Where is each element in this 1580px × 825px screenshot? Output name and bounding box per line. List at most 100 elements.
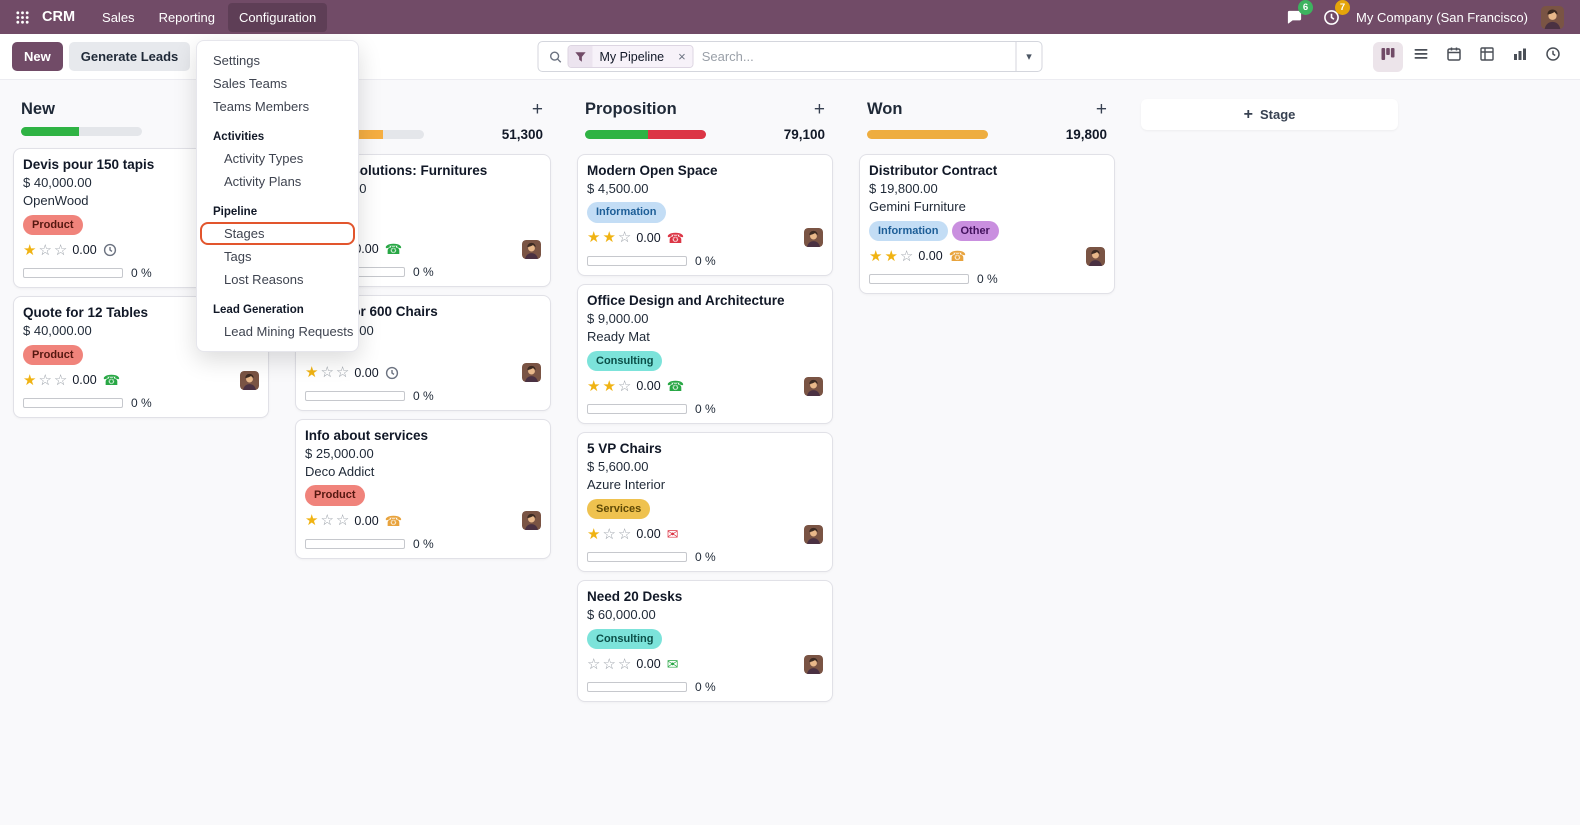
column-progressbar[interactable]	[585, 130, 706, 139]
kanban-card[interactable]: 5 VP Chairs $ 5,600.00 Azure Interior Servi…	[577, 432, 833, 573]
clock-activity-icon[interactable]	[385, 366, 399, 380]
kanban-card[interactable]: Info about services $ 25,000.00 Deco Addic…	[295, 418, 551, 559]
search-input[interactable]	[693, 49, 1016, 64]
star-empty-icon[interactable]: ☆	[617, 655, 632, 673]
card-amount: $ 4,500.00	[587, 181, 649, 197]
card-footer-row: ★ ★ ☆ 0.00 ☎	[587, 228, 823, 248]
card-footer-row: ☆ ☆ ☆ 0.00 ✉	[587, 654, 823, 674]
column-header: Won +	[859, 97, 1115, 121]
card-progress-percent: 0 %	[695, 253, 716, 268]
menu-item-teams-members[interactable]: Teams Members	[213, 99, 310, 114]
navbar-menus: Sales Reporting Configuration	[91, 2, 328, 32]
navbar-menu-configuration[interactable]: Configuration	[227, 2, 328, 32]
star-filled-icon[interactable]: ★	[23, 241, 37, 259]
menu-item-settings[interactable]: Settings	[213, 53, 260, 68]
search-dropdown-caret-icon[interactable]: ▾	[1015, 42, 1042, 71]
add-record-plus-icon[interactable]: +	[1095, 98, 1107, 120]
apps-grid-icon[interactable]	[8, 3, 36, 31]
kanban-card[interactable]: Need 20 Desks $ 60,000.00 Consulting ☆ ☆ ☆ 0.0…	[577, 580, 833, 702]
user-avatar[interactable]	[1541, 5, 1564, 29]
star-empty-icon[interactable]: ☆	[602, 655, 616, 673]
star-empty-icon[interactable]: ☆	[38, 241, 52, 259]
app-brand[interactable]: CRM	[42, 9, 76, 25]
star-empty-icon[interactable]: ☆	[335, 364, 350, 382]
star-filled-icon[interactable]: ★	[869, 247, 883, 265]
envelope-activity-icon[interactable]: ✉	[666, 656, 679, 672]
star-filled-icon[interactable]: ★	[587, 377, 601, 395]
view-activity-button[interactable]	[1538, 42, 1568, 72]
add-record-plus-icon[interactable]: +	[531, 98, 543, 120]
star-filled-icon[interactable]: ★	[884, 247, 898, 265]
menu-item-lost-reasons[interactable]: Lost Reasons	[224, 272, 304, 287]
view-list-button[interactable]	[1406, 42, 1436, 72]
menu-item-lead-mining-requests[interactable]: Lead Mining Requests	[224, 324, 354, 339]
company-name[interactable]: My Company (San Francisco)	[1356, 9, 1528, 25]
star-empty-icon[interactable]: ☆	[320, 364, 334, 382]
kanban-card[interactable]: Modern Open Space $ 4,500.00 Information ★ ★…	[577, 154, 833, 276]
facet-remove-icon[interactable]: ×	[671, 46, 693, 67]
menu-item-stages[interactable]: Stages	[200, 222, 355, 245]
navbar-menu-reporting[interactable]: Reporting	[158, 9, 215, 25]
phone-activity-icon[interactable]: ☎	[666, 229, 685, 246]
kanban-card[interactable]: Distributor Contract $ 19,800.00 Gemini Fu…	[859, 154, 1115, 295]
column-progressbar[interactable]	[21, 127, 142, 136]
card-progressbar	[305, 538, 405, 549]
add-record-plus-icon[interactable]: +	[813, 98, 825, 120]
star-filled-icon[interactable]: ★	[305, 512, 319, 530]
phone-activity-icon[interactable]: ☎	[102, 372, 121, 388]
messages-button[interactable]: 6	[1282, 0, 1314, 29]
star-filled-icon[interactable]: ★	[587, 525, 601, 543]
card-progressbar	[587, 682, 687, 692]
menu-item-sales-teams[interactable]: Sales Teams	[213, 76, 288, 91]
star-empty-icon[interactable]: ☆	[335, 512, 350, 530]
star-empty-icon[interactable]: ☆	[53, 241, 68, 259]
new-button[interactable]: New	[12, 42, 63, 71]
tag-other: Other	[951, 220, 999, 242]
generate-leads-button[interactable]: Generate Leads	[68, 42, 191, 71]
star-filled-icon[interactable]: ★	[23, 371, 37, 389]
menu-item-tags[interactable]: Tags	[224, 249, 252, 264]
star-empty-icon[interactable]: ☆	[617, 525, 632, 543]
star-filled-icon[interactable]: ★	[305, 364, 319, 382]
card-title: Need 20 Desks	[587, 589, 683, 605]
envelope-activity-icon[interactable]: ✉	[666, 526, 679, 543]
star-filled-icon[interactable]: ★	[602, 377, 616, 395]
activity-clock-icon	[1323, 9, 1339, 25]
tag-consulting: Consulting	[587, 628, 663, 649]
card-company: Gemini Furniture	[869, 199, 966, 215]
navbar-menu-sales[interactable]: Sales	[102, 9, 135, 25]
star-empty-icon[interactable]: ☆	[617, 229, 632, 247]
card-amount: $ 5,600.00	[587, 459, 649, 475]
search-facet-my-pipeline[interactable]: My Pipeline ×	[567, 45, 694, 68]
activities-button[interactable]: 7	[1319, 0, 1351, 29]
star-empty-icon[interactable]: ☆	[38, 371, 52, 389]
star-empty-icon[interactable]: ☆	[602, 525, 616, 543]
star-filled-icon[interactable]: ★	[602, 229, 616, 247]
graph-view-icon	[1512, 46, 1528, 67]
star-empty-icon[interactable]: ☆	[320, 512, 334, 530]
phone-activity-icon[interactable]: ☎	[384, 241, 403, 258]
phone-activity-icon[interactable]: ☎	[384, 512, 403, 529]
menu-item-activity-plans[interactable]: Activity Plans	[224, 174, 302, 189]
menu-item-activity-types[interactable]: Activity Types	[224, 151, 304, 166]
add-stage-button[interactable]: + Stage	[1141, 99, 1398, 130]
card-footer-row: ★ ★ ☆ 0.00 ☎	[587, 376, 823, 396]
view-kanban-button[interactable]	[1373, 41, 1403, 72]
star-empty-icon[interactable]: ☆	[617, 377, 632, 395]
view-calendar-button[interactable]	[1439, 42, 1469, 72]
phone-activity-icon[interactable]: ☎	[666, 378, 685, 394]
view-graph-button[interactable]	[1505, 42, 1535, 72]
card-progress-percent: 0 %	[977, 272, 998, 287]
star-empty-icon[interactable]: ☆	[587, 655, 601, 673]
kanban-card[interactable]: Office Design and Architecture $ 9,000.00…	[577, 283, 833, 424]
star-empty-icon[interactable]: ☆	[899, 247, 914, 265]
view-pivot-button[interactable]	[1472, 42, 1502, 72]
star-empty-icon[interactable]: ☆	[53, 371, 68, 389]
clock-activity-icon[interactable]	[103, 243, 117, 257]
phone-activity-icon[interactable]: ☎	[948, 248, 967, 265]
column-progressbar[interactable]	[867, 130, 988, 139]
card-progress-row: 0 %	[869, 272, 1105, 286]
salesperson-avatar	[804, 376, 823, 396]
star-filled-icon[interactable]: ★	[587, 229, 601, 247]
card-company: Deco Addict	[305, 464, 375, 480]
